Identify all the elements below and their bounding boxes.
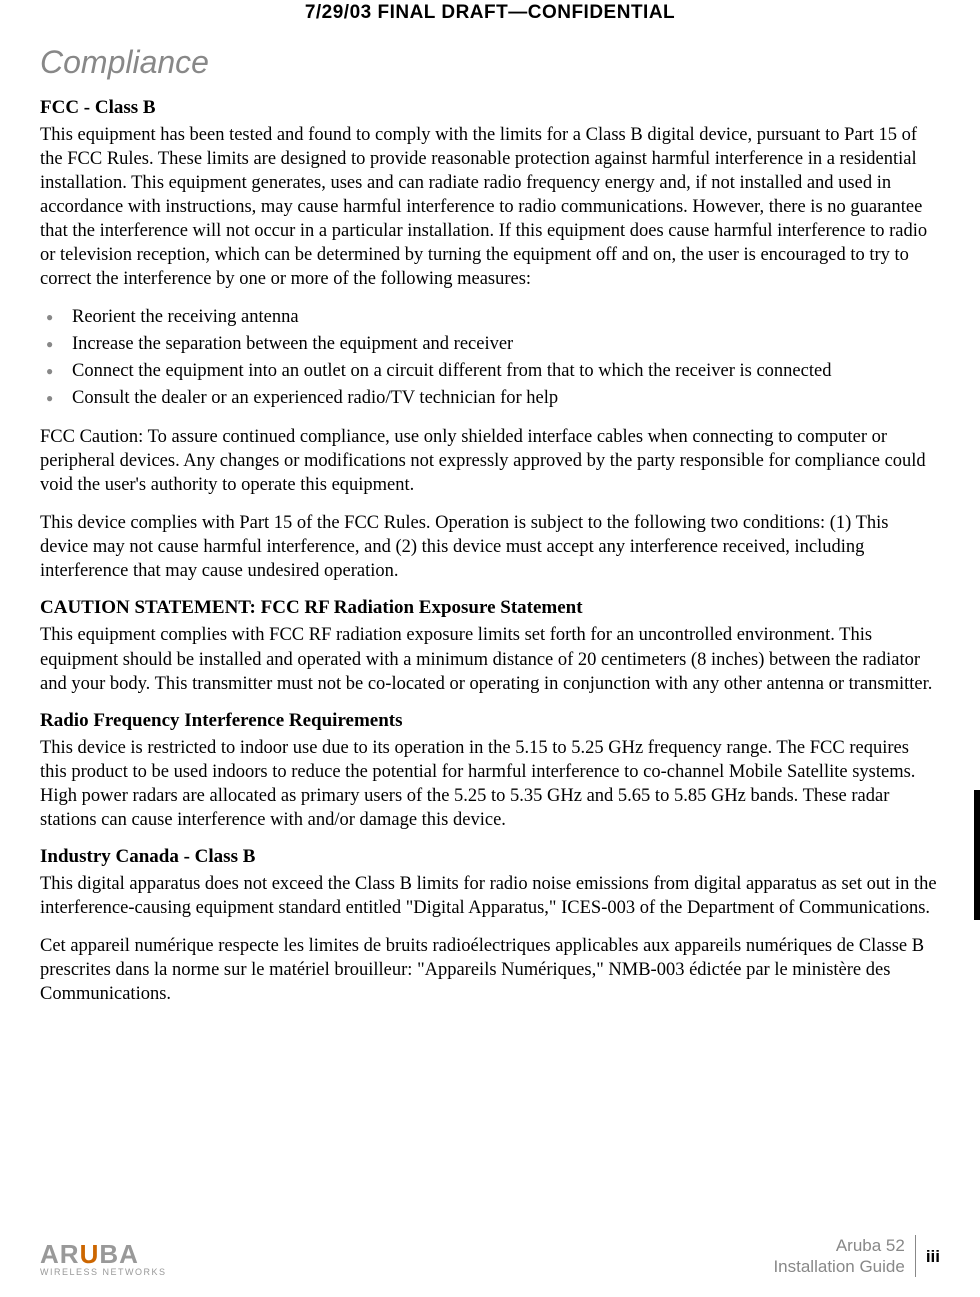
footer-text: Aruba 52 Installation Guide xyxy=(773,1235,914,1278)
rfi-para-1: This device is restricted to indoor use … xyxy=(40,736,940,832)
list-item: Connect the equipment into an outlet on … xyxy=(40,359,940,384)
footer-divider xyxy=(915,1235,916,1277)
page-number: iii xyxy=(926,1247,940,1277)
page-footer: ARUBA WIRELESS NETWORKS Aruba 52 Install… xyxy=(40,1235,940,1278)
fcc-para-2: FCC Caution: To assure continued complia… xyxy=(40,425,940,497)
section-title: Compliance xyxy=(40,44,940,81)
logo-text-accent: U xyxy=(80,1239,100,1269)
fcc-class-b-title: FCC - Class B xyxy=(40,97,940,119)
logo: ARUBA WIRELESS NETWORKS xyxy=(40,1241,167,1277)
change-bar xyxy=(974,790,980,920)
footer-right: Aruba 52 Installation Guide iii xyxy=(773,1235,940,1278)
logo-main: ARUBA xyxy=(40,1241,139,1267)
content-area: Compliance FCC - Class B This equipment … xyxy=(40,44,940,1006)
industry-canada-title: Industry Canada - Class B xyxy=(40,846,940,868)
list-item: Reorient the receiving antenna xyxy=(40,305,940,330)
caution-para-1: This equipment complies with FCC RF radi… xyxy=(40,623,940,695)
fcc-bullet-list: Reorient the receiving antenna Increase … xyxy=(40,305,940,411)
rfi-title: Radio Frequency Interference Requirement… xyxy=(40,710,940,732)
fcc-para-3: This device complies with Part 15 of the… xyxy=(40,511,940,583)
caution-title: CAUTION STATEMENT: FCC RF Radiation Expo… xyxy=(40,597,940,619)
guide-name: Installation Guide xyxy=(773,1256,904,1277)
list-item: Consult the dealer or an experienced rad… xyxy=(40,386,940,411)
fcc-para-1: This equipment has been tested and found… xyxy=(40,123,940,291)
page-header: 7/29/03 FINAL DRAFT—CONFIDENTIAL xyxy=(40,0,940,44)
logo-text-3: BA xyxy=(99,1239,139,1269)
logo-sub: WIRELESS NETWORKS xyxy=(40,1267,167,1277)
ic-para-1: This digital apparatus does not exceed t… xyxy=(40,872,940,920)
ic-para-2: Cet appareil numérique respecte les limi… xyxy=(40,934,940,1006)
product-name: Aruba 52 xyxy=(773,1235,904,1256)
logo-text-1: AR xyxy=(40,1239,80,1269)
list-item: Increase the separation between the equi… xyxy=(40,332,940,357)
